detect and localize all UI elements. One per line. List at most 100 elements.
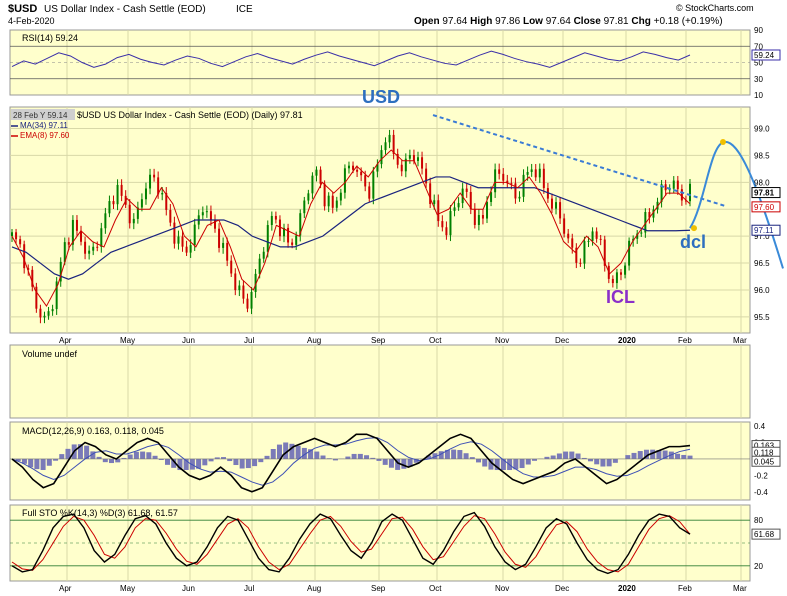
ohlc-readout: Open 97.64 High 97.86 Low 97.64 Close 97…: [414, 16, 723, 27]
candle-body: [112, 201, 115, 205]
macd-histogram-bar: [53, 458, 59, 461]
macd-histogram-bar: [208, 458, 214, 462]
month-tick-label: Nov: [495, 336, 509, 345]
macd-histogram-bar: [494, 458, 500, 471]
candle-body: [88, 250, 91, 254]
macd-histogram-bar: [357, 453, 363, 459]
candle-body: [161, 192, 164, 195]
candle-body: [384, 142, 387, 151]
candle-body: [392, 134, 395, 154]
candle-body: [514, 183, 517, 199]
sto-value-box: [751, 528, 781, 540]
candle-body: [441, 221, 444, 228]
macd-histogram-bar: [451, 449, 457, 459]
candle-body: [425, 168, 428, 184]
candle-body: [144, 188, 147, 200]
candle-body: [262, 251, 265, 259]
candle-body: [664, 184, 667, 191]
macd-histogram-bar: [556, 453, 562, 459]
candle-body: [11, 232, 13, 237]
candle-body: [660, 184, 663, 202]
macd-histogram-bar: [146, 452, 152, 459]
macd-value-label: 0.045: [754, 457, 775, 466]
macd-histogram-bar: [245, 458, 251, 469]
macd-histogram-bar: [681, 454, 687, 459]
macd-panel: [9, 421, 751, 501]
candle-body: [47, 311, 50, 316]
candle-body: [404, 158, 407, 172]
candle-body: [242, 285, 245, 299]
candle-body: [652, 209, 655, 218]
candle-body: [680, 189, 683, 201]
candle-body: [571, 238, 574, 248]
candle-body: [624, 265, 627, 275]
candle-body: [222, 242, 225, 248]
candle-body: [287, 227, 290, 243]
month-tick-label: Oct: [429, 584, 442, 593]
price-legend-ma: MA(34) 97.11: [20, 121, 68, 130]
month-tick-label: Dec: [555, 336, 569, 345]
macd-histogram-bar: [388, 458, 394, 468]
macd-histogram-bar: [525, 458, 531, 465]
rsi-value-label: 59.24: [754, 51, 775, 60]
price-tick-label: 96.5: [754, 259, 770, 268]
candle-body: [676, 180, 679, 190]
macd-histogram-bar: [171, 458, 177, 468]
sto-value-label: 61.68: [754, 530, 775, 539]
candle-body: [274, 215, 277, 220]
candle-body: [526, 171, 529, 175]
macd-histogram-bar: [84, 445, 90, 459]
macd-histogram-bar: [183, 458, 189, 471]
macd-histogram-bar: [675, 453, 681, 459]
candle-body: [307, 193, 310, 201]
month-tick-label: Sep: [371, 584, 386, 593]
macd-histogram-bar: [587, 458, 593, 462]
macd-histogram-bar: [476, 458, 482, 463]
macd-histogram-bar: [102, 458, 108, 463]
macd-histogram-bar: [438, 451, 444, 459]
candle-body: [360, 171, 363, 176]
macd-value-box: [751, 455, 781, 467]
candle-body: [644, 211, 647, 233]
candle-body: [603, 239, 606, 266]
candle-body: [494, 169, 497, 193]
candle-body: [108, 201, 111, 214]
candle-body: [226, 242, 229, 261]
candle-body: [648, 211, 651, 218]
candle-body: [356, 169, 359, 172]
candle-body: [295, 235, 298, 245]
sto-d-line: [11, 515, 691, 573]
macd-histogram-bar: [270, 449, 276, 459]
candle-body: [477, 215, 480, 225]
candle-body: [372, 171, 375, 199]
candle-body: [473, 209, 476, 225]
candle-body: [177, 236, 180, 244]
macd-histogram-bar: [426, 455, 432, 459]
chart-symbol: $USD: [8, 3, 38, 15]
rsi-line: [11, 50, 691, 68]
candle-body: [59, 261, 62, 282]
macd-histogram-bar: [569, 451, 575, 459]
macd-histogram-bar: [90, 451, 96, 459]
candle-body: [486, 201, 489, 219]
macd-histogram-bar: [326, 458, 332, 459]
candle-body: [335, 200, 338, 208]
month-tick-label: Oct: [429, 336, 442, 345]
macd-histogram-bar: [40, 458, 46, 471]
annotation-usd: USD: [362, 87, 400, 107]
sto-tick-label: 20: [754, 562, 763, 571]
rsi-series: [10, 45, 750, 80]
month-tick-label: Mar: [733, 336, 747, 345]
chart-instrument-name: US Dollar Index - Cash Settle (EOD): [44, 4, 206, 15]
rsi-value-box: [751, 49, 781, 61]
macd-histogram-bar: [258, 458, 264, 463]
rsi-tick-label: 70: [754, 42, 763, 51]
candle-body: [380, 150, 383, 165]
candle-body: [71, 219, 74, 245]
candle-body: [453, 207, 456, 211]
macd-histogram-bar: [233, 458, 239, 466]
candle-body: [599, 238, 602, 240]
candle-body: [457, 203, 460, 208]
candle-body: [75, 219, 78, 231]
candle-body: [352, 165, 355, 170]
